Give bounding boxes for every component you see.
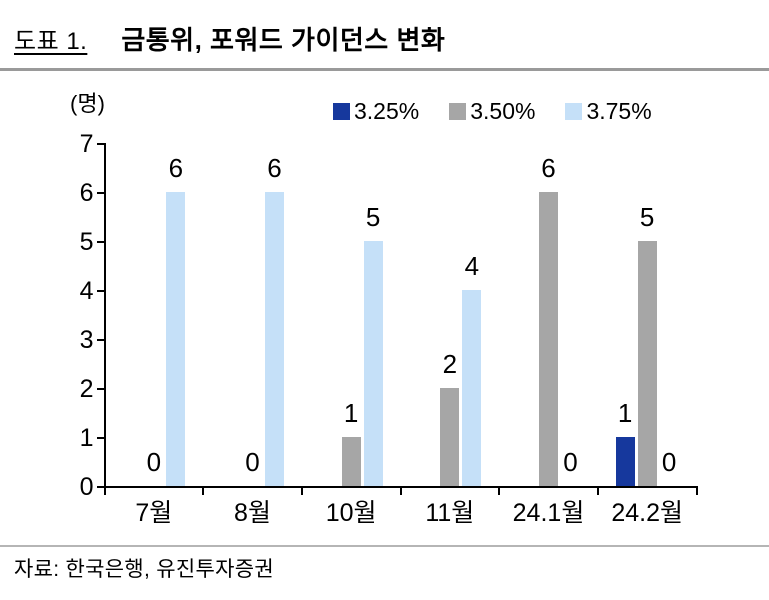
y-axis-tick — [96, 339, 104, 341]
y-axis-tick-label: 1 — [79, 424, 94, 452]
bar-value-label: 0 — [563, 447, 578, 477]
bar-value-label: 5 — [639, 202, 655, 232]
bar-3.25% — [615, 437, 635, 486]
bar-3.50% — [440, 388, 460, 486]
bar-3.50% — [637, 241, 657, 486]
x-axis-category-label: 7월 — [135, 499, 173, 527]
y-axis-tick — [96, 388, 104, 390]
bar-3.75% — [363, 241, 383, 486]
figure-number-label: 도표 1. — [14, 28, 88, 55]
y-axis-tick — [96, 290, 104, 292]
header-divider — [0, 68, 769, 71]
legend-item: 3.25% — [333, 100, 419, 123]
bar-value-label: 1 — [343, 398, 359, 428]
x-axis-category-label: 8월 — [234, 499, 271, 527]
y-axis-tick-label: 2 — [79, 375, 94, 403]
y-axis-tick — [96, 486, 104, 488]
bar-3.50% — [341, 437, 361, 486]
bar-value-label: 0 — [245, 447, 260, 477]
y-axis-tick — [96, 192, 104, 194]
y-axis-tick — [96, 437, 104, 439]
y-axis-tick — [96, 143, 104, 145]
x-axis-tick — [695, 488, 698, 495]
bar-3.50% — [539, 192, 558, 486]
x-axis-category-label: 10월 — [325, 499, 377, 527]
x-axis-category-label: 24.2월 — [611, 499, 683, 527]
bar-value-label: 0 — [661, 447, 677, 477]
bar-value-label: 1 — [617, 398, 633, 428]
x-axis-category-label: 24.1월 — [512, 499, 585, 527]
y-axis-line — [103, 143, 106, 488]
x-axis-category-label: 11월 — [425, 499, 475, 527]
y-axis-tick-label: 3 — [79, 326, 94, 354]
legend-label: 3.50% — [470, 98, 536, 124]
bar-value-label: 6 — [168, 153, 184, 183]
source-note: 자료: 한국은행, 유진투자증권 — [14, 558, 274, 581]
bar-value-label: 2 — [442, 349, 458, 379]
y-axis-tick-label: 5 — [79, 228, 94, 256]
figure-title: 금통위, 포워드 가이던스 변화 — [121, 25, 446, 55]
bar-value-label: 6 — [267, 153, 282, 183]
legend-item: 3.50% — [449, 100, 535, 123]
figure-header: 도표 1. 금통위, 포워드 가이던스 변화 — [14, 20, 755, 57]
legend-swatch-icon — [333, 103, 350, 120]
bar-3.75% — [265, 192, 284, 486]
y-axis-tick-label: 4 — [79, 277, 94, 305]
footer-divider — [0, 545, 769, 547]
y-axis-unit-label: (명) — [70, 91, 105, 116]
bar-value-label: 4 — [464, 251, 480, 281]
legend-swatch-icon — [565, 103, 583, 120]
legend-swatch-icon — [449, 103, 467, 120]
x-axis-tick — [596, 488, 599, 495]
x-axis-tick — [399, 488, 402, 495]
bar-value-label: 0 — [146, 447, 162, 477]
bar-value-label: 6 — [541, 153, 556, 183]
y-axis-tick — [96, 241, 104, 243]
legend-label: 3.75% — [586, 98, 652, 124]
legend-item: 3.75% — [565, 98, 652, 124]
x-axis-tick — [300, 488, 303, 495]
bar-value-label: 5 — [365, 202, 381, 232]
y-axis-tick-label: 6 — [79, 179, 94, 207]
bar-3.75% — [166, 192, 186, 486]
bar-3.75% — [462, 290, 482, 486]
x-axis-line — [103, 486, 698, 488]
x-axis-tick — [498, 488, 501, 495]
chart-legend: 3.25% 3.50% 3.75% — [333, 100, 652, 123]
x-axis-tick — [202, 488, 205, 495]
y-axis-tick-label: 0 — [79, 473, 94, 501]
legend-label: 3.25% — [354, 98, 420, 124]
x-axis-tick — [103, 488, 106, 495]
y-axis-tick-label: 7 — [79, 130, 94, 158]
